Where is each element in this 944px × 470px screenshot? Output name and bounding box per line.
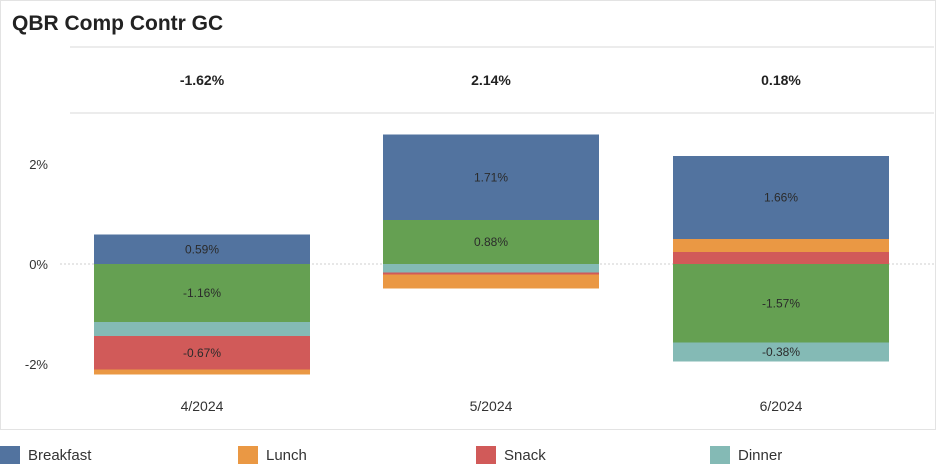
- legend-label: Breakfast: [28, 446, 92, 464]
- total-label: 0.18%: [761, 72, 801, 88]
- bar-segment-series-lunch: [383, 274, 599, 289]
- bar-segment-series-dinner: [673, 342, 889, 362]
- y-tick-label: 2%: [29, 157, 48, 172]
- bar-segment-series-unnamed: [94, 264, 310, 322]
- data-label: -1.16%: [183, 286, 221, 300]
- data-label: 1.71%: [474, 170, 508, 184]
- legend-swatch: [238, 446, 258, 464]
- legend-item-dinner[interactable]: Dinner: [710, 446, 782, 464]
- y-tick-label: 0%: [29, 257, 48, 272]
- bar-segment-series-breakfast: [383, 134, 599, 220]
- bar-segment-series-unnamed: [383, 220, 599, 264]
- bar-segment-series-lunch: [673, 239, 889, 252]
- bar-segment-series-dinner: [383, 264, 599, 273]
- data-label: -0.38%: [762, 345, 800, 359]
- chart-legend: Breakfast Lunch Snack Dinner: [0, 442, 944, 470]
- bar-segment-series-lunch: [94, 369, 310, 375]
- chart-plot: 2% 0% -2% -1.62% 4/2024 2.14% 5/2024 0.18% 6/202…: [25, 46, 934, 414]
- bar-segment-series-breakfast: [673, 156, 889, 239]
- data-label: 1.66%: [764, 191, 798, 205]
- legend-swatch: [476, 446, 496, 464]
- total-label: -1.62%: [180, 72, 225, 88]
- chart-title: QBR Comp Contr GC: [12, 12, 224, 35]
- x-tick-label: 5/2024: [470, 398, 513, 414]
- legend-item-breakfast[interactable]: Breakfast: [0, 446, 91, 464]
- bar-segment-series-snack: [383, 272, 599, 275]
- y-tick-label: -2%: [25, 357, 49, 372]
- data-label: -0.67%: [183, 346, 221, 360]
- legend-label: Dinner: [738, 446, 783, 464]
- legend-swatch: [710, 446, 730, 464]
- legend-swatch: [0, 446, 20, 464]
- bar-segment-series-dinner: [94, 322, 310, 336]
- legend-item-snack[interactable]: Snack: [476, 446, 546, 464]
- data-label: -1.57%: [762, 296, 800, 310]
- x-tick-label: 6/2024: [760, 398, 803, 414]
- bar-segment-series-breakfast: [94, 234, 310, 264]
- bar-segment-series-unnamed: [673, 264, 889, 343]
- data-label: 0.88%: [474, 235, 508, 249]
- x-tick-label: 4/2024: [181, 398, 224, 414]
- legend-item-lunch[interactable]: Lunch: [238, 446, 307, 464]
- data-label: 0.59%: [185, 242, 219, 256]
- bar-segment-series-snack: [94, 336, 310, 370]
- legend-label: Snack: [504, 446, 546, 464]
- legend-label: Lunch: [266, 446, 307, 464]
- bar-segment-series-snack: [673, 252, 889, 264]
- total-label: 2.14%: [471, 72, 511, 88]
